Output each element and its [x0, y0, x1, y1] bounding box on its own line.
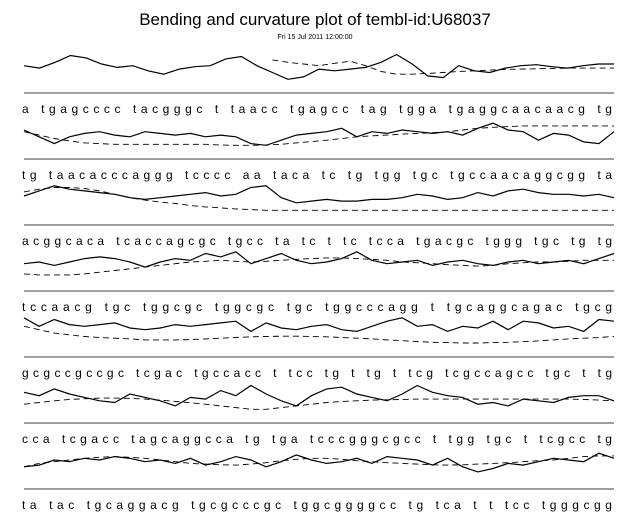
bending-line — [23, 185, 615, 204]
bending-line — [23, 122, 615, 146]
sequence-row: tg taacacccaggg tcccc aa taca tc tg tgg … — [22, 168, 612, 182]
sequence-row: acggcaca tcaccagcgc tgcc ta tc t tc tcca… — [22, 234, 612, 248]
bending-line — [23, 251, 615, 268]
bending-line — [23, 53, 614, 80]
curvature-line — [23, 397, 615, 410]
sequence-row: tccaacg tgc tggcgc tggcgc tgc tggcccagg … — [22, 300, 612, 314]
chart-title: Bending and curvature plot of tembl-id:U… — [139, 10, 491, 29]
curvature-line — [23, 325, 615, 344]
chart-timestamp: Fri 15 Jul 2011 12:00:00 — [277, 34, 353, 41]
bending-line — [23, 452, 615, 473]
curvature-line — [23, 187, 614, 211]
sequence-row: gcgccgccgc tcgac tgccacc t tcc tg t tg t… — [22, 366, 612, 380]
sequence-row: ta tac tgcaggacg tgcgcccgc tggcggggcc tg… — [22, 498, 612, 512]
bending-line — [23, 317, 615, 333]
bending-line — [23, 384, 615, 407]
curvature-line — [23, 257, 614, 276]
sequence-row: cca tcgacc tagcaggcca tg tga tcccgggcgcc… — [22, 432, 612, 446]
curvature-line — [23, 125, 614, 146]
curvature-line — [23, 455, 614, 468]
sequence-row: a tgagcccc tacgggc t taacc tgagcc tag tg… — [22, 102, 612, 116]
curvature-line — [272, 59, 614, 75]
